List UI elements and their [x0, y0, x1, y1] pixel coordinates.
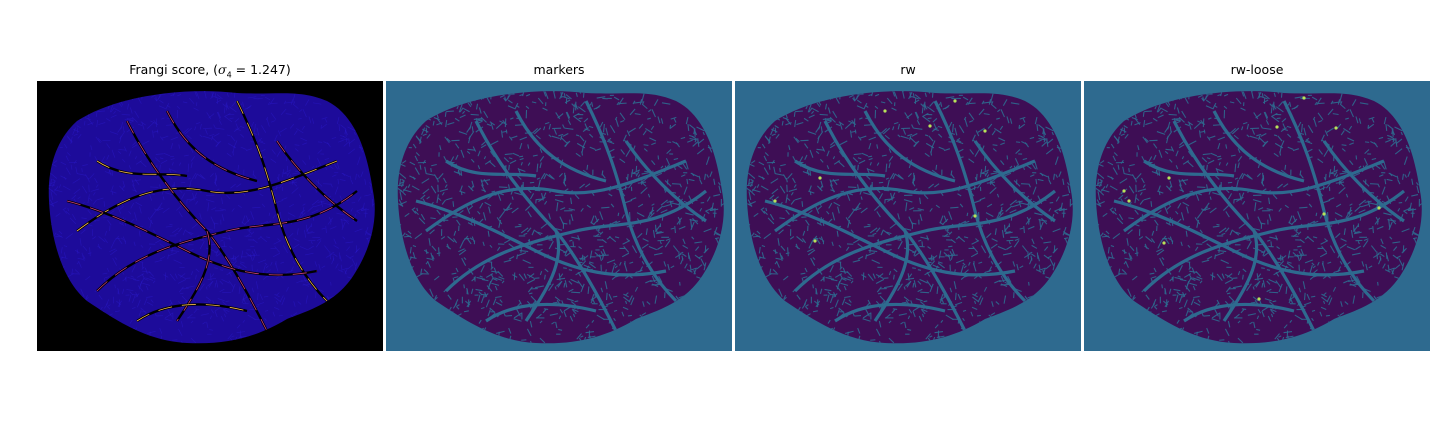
panel-title-rw-loose: rw-loose [1230, 62, 1284, 77]
rw-loose-image [1084, 81, 1430, 351]
frangi-image [37, 81, 383, 351]
panel-title-frangi: Frangi score, (σ4 = 1.247) [129, 62, 291, 80]
panel-title-markers: markers [533, 62, 585, 77]
markers-image [386, 81, 732, 351]
rw-image [735, 81, 1081, 351]
panel-title-rw: rw [900, 62, 916, 77]
